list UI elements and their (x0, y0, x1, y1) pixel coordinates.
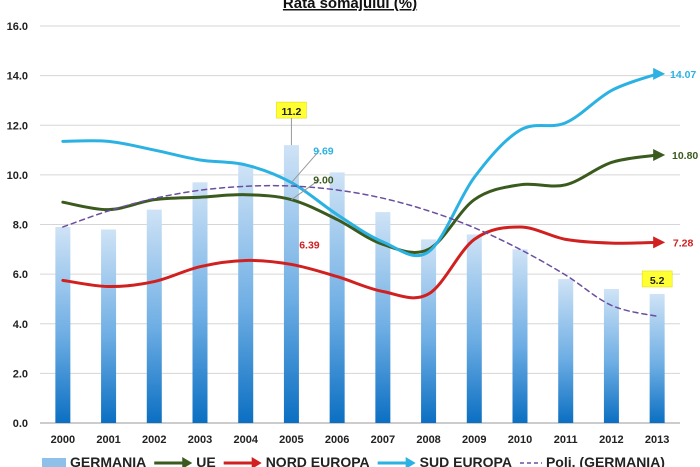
y-tick-label: 8.0 (13, 220, 28, 232)
bar-germania (101, 229, 117, 423)
bar-germania (283, 145, 299, 423)
bar-germania (466, 234, 482, 423)
axis-labels: 0.0 2.0 4.0 6.0 8.0 10.0 12.0 14.0 16.0 2000 2001 2… (7, 21, 670, 446)
chart-title: Rata somajului (%) (283, 0, 417, 12)
y-tick-label: 4.0 (13, 319, 28, 331)
x-tick-label: 2012 (599, 434, 623, 446)
y-tick-label: 14.0 (7, 71, 28, 83)
x-tick-label: 2006 (325, 434, 349, 446)
line-sud-europa (61, 72, 659, 258)
x-tick-label: 2004 (233, 434, 258, 446)
bar-germania (146, 209, 162, 423)
y-tick-label: 6.0 (13, 269, 28, 281)
y-tick-label: 10.0 (7, 170, 28, 182)
line-ue (61, 153, 659, 254)
x-tick-label: 2013 (645, 434, 669, 446)
bar-germania (649, 293, 665, 423)
x-tick-label: 2002 (142, 434, 166, 446)
legend-label: NORD EUROPA (266, 454, 370, 467)
line-poli-germania (62, 184, 658, 318)
legend-label: SUD EUROPA (420, 454, 512, 467)
data-label: 9.00 (313, 175, 334, 187)
bar-germania (603, 289, 619, 423)
bar-series (55, 145, 665, 423)
bar-germania (192, 182, 208, 423)
legend-swatch-bar (42, 458, 66, 467)
bar-germania (55, 226, 71, 423)
y-tick-label: 0.0 (13, 418, 28, 430)
y-tick-label: 2.0 (13, 368, 28, 380)
grid-lines (40, 25, 680, 424)
y-tick-label: 12.0 (7, 120, 28, 132)
legend-label: UE (196, 454, 215, 467)
line-nord-europa (61, 225, 659, 300)
legend-label: Poli. (GERMANIA) (546, 454, 665, 467)
data-label: 6.39 (299, 239, 320, 251)
x-tick-label: 2008 (416, 434, 440, 446)
legend-swatch-arrow (251, 457, 262, 467)
legend-swatch-arrow (182, 457, 193, 467)
line-series (61, 67, 666, 318)
label-highlight-box (641, 270, 673, 288)
data-labels: 11.2 5.2 9.69 9.00 6.39 14.07 10.80 7.28 (276, 69, 698, 288)
line-end-arrow (653, 67, 666, 80)
y-tick-label: 16.0 (7, 21, 28, 33)
data-label: 11.2 (281, 106, 301, 118)
data-label: 9.69 (313, 146, 334, 158)
legend-label: GERMANIA (70, 454, 146, 467)
data-label: 14.07 (670, 69, 696, 81)
label-leader-line (291, 150, 320, 183)
legend-swatch-arrow (405, 457, 416, 467)
x-tick-label: 2000 (51, 434, 75, 446)
data-label: 10.80 (672, 150, 698, 162)
bar-germania (558, 279, 574, 423)
x-tick-label: 2005 (279, 434, 303, 446)
data-label: 7.28 (673, 237, 694, 249)
bar-germania (421, 239, 437, 423)
label-leader-line (291, 179, 320, 201)
x-tick-label: 2001 (96, 434, 120, 446)
x-tick-label: 2009 (462, 434, 486, 446)
bar-germania (238, 164, 254, 423)
bar-germania (329, 172, 345, 423)
x-tick-label: 2010 (508, 434, 532, 446)
x-tick-label: 2011 (554, 434, 578, 446)
bar-germania (512, 249, 528, 423)
x-tick-label: 2007 (371, 434, 395, 446)
data-label: 5.2 (650, 275, 665, 287)
x-tick-label: 2003 (188, 434, 212, 446)
bar-germania (375, 212, 391, 423)
legend: GERMANIA UE NORD EUROPA SUD EUROPA Poli. (GE… (42, 454, 665, 467)
line-end-arrow (653, 236, 666, 249)
line-end-arrow (653, 149, 666, 162)
